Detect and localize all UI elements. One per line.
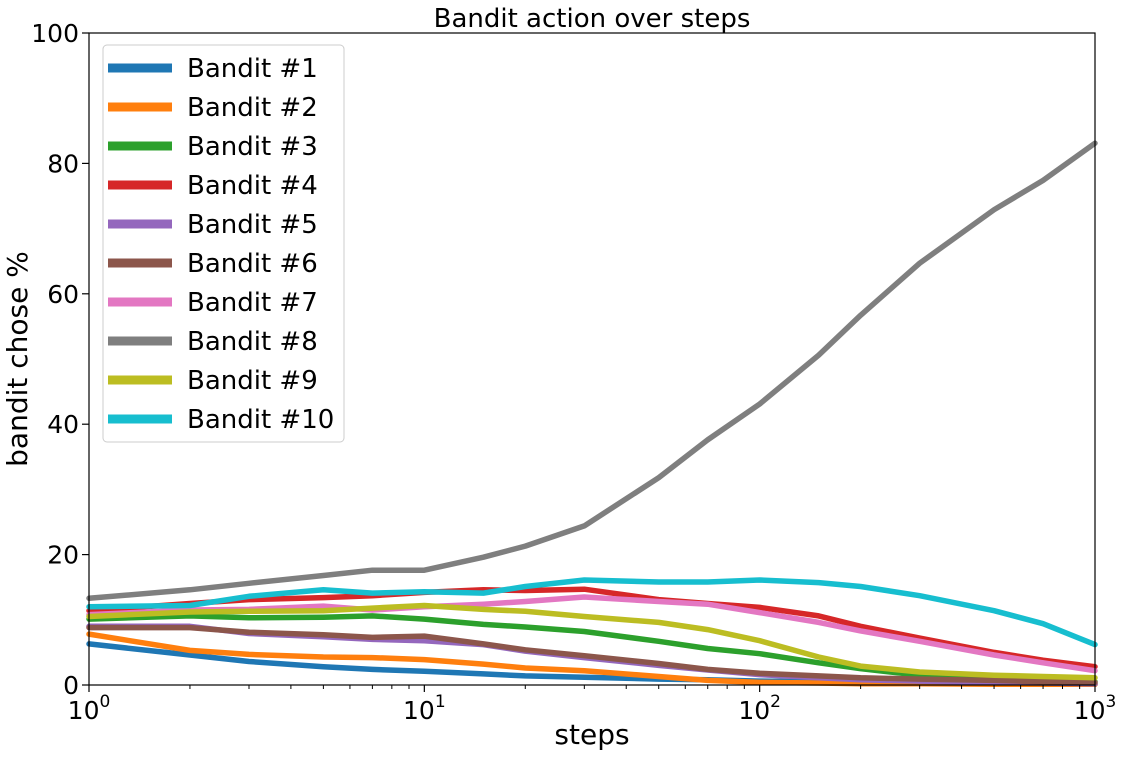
series-line-bandit-4 [86,586,1098,670]
legend-label-bandit-1: Bandit #1 [187,54,318,84]
chart-title: Bandit action over steps [434,4,751,34]
x-tick-label: 101 [403,692,446,725]
series-line-bandit-10 [86,577,1098,648]
plot-lines [86,140,1098,688]
y-tick-label: 80 [47,149,79,178]
y-tick-label: 20 [47,541,79,570]
x-tick-label: 100 [68,692,111,725]
plot-frame [88,32,1096,686]
legend-label-bandit-8: Bandit #8 [187,327,318,357]
series-line-bandit-6 [86,624,1098,686]
legend-label-bandit-4: Bandit #4 [187,171,318,201]
x-axis: 100 101 102 103 [68,685,1117,725]
series-line-bandit-7 [86,594,1098,674]
legend: Bandit #1 Bandit #2 Bandit #3 Bandit #4 Band… [102,44,345,443]
series-line-bandit-8 [86,140,1098,602]
series-line-bandit-9 [86,602,1098,681]
x-tick-label: 103 [1074,692,1117,725]
legend-label-bandit-9: Bandit #9 [187,366,318,396]
legend-label-bandit-2: Bandit #2 [187,93,318,123]
legend-label-bandit-6: Bandit #6 [187,249,318,279]
legend-label-bandit-5: Bandit #5 [187,210,318,240]
legend-label-bandit-3: Bandit #3 [187,132,318,162]
y-tick-label: 60 [47,280,79,309]
y-axis-label: bandit chose % [1,251,34,467]
series-line-bandit-3 [86,613,1098,685]
y-tick-label: 100 [31,19,79,48]
y-axis: 0 20 40 60 80 100 [31,19,89,700]
y-tick-label: 0 [63,671,79,700]
x-axis-label: steps [554,718,629,751]
legend-label-bandit-7: Bandit #7 [187,288,318,318]
y-tick-label: 40 [47,410,79,439]
x-tick-label: 102 [738,692,781,725]
legend-label-bandit-10: Bandit #10 [187,405,334,435]
